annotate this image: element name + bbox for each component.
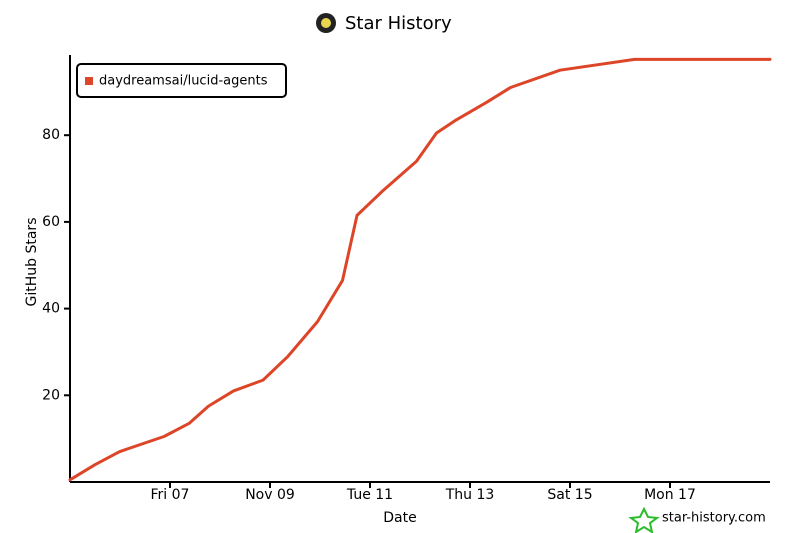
y-tick-label: 40 xyxy=(42,301,60,317)
y-tick-label: 20 xyxy=(42,387,60,403)
x-axis-label: Date xyxy=(383,510,416,526)
x-tick-label: Thu 13 xyxy=(445,487,495,503)
title-icon-inner xyxy=(321,18,331,28)
y-tick-label: 60 xyxy=(42,214,60,230)
x-tick-label: Mon 17 xyxy=(644,487,696,503)
y-tick-label: 80 xyxy=(42,127,60,143)
legend-label: daydreamsai/lucid-agents xyxy=(99,74,268,89)
watermark: star-history.com xyxy=(662,511,766,526)
watermark-icon xyxy=(628,506,660,533)
y-axis-label: GitHub Stars xyxy=(24,218,40,307)
x-tick-label: Fri 07 xyxy=(151,487,190,503)
x-tick-label: Sat 15 xyxy=(547,487,592,503)
x-tick-label: Nov 09 xyxy=(245,487,295,503)
legend-swatch xyxy=(85,77,93,85)
legend-box xyxy=(76,63,287,98)
x-tick-label: Tue 11 xyxy=(346,487,393,503)
series-line xyxy=(68,57,772,482)
chart-title: Star History xyxy=(345,13,452,34)
